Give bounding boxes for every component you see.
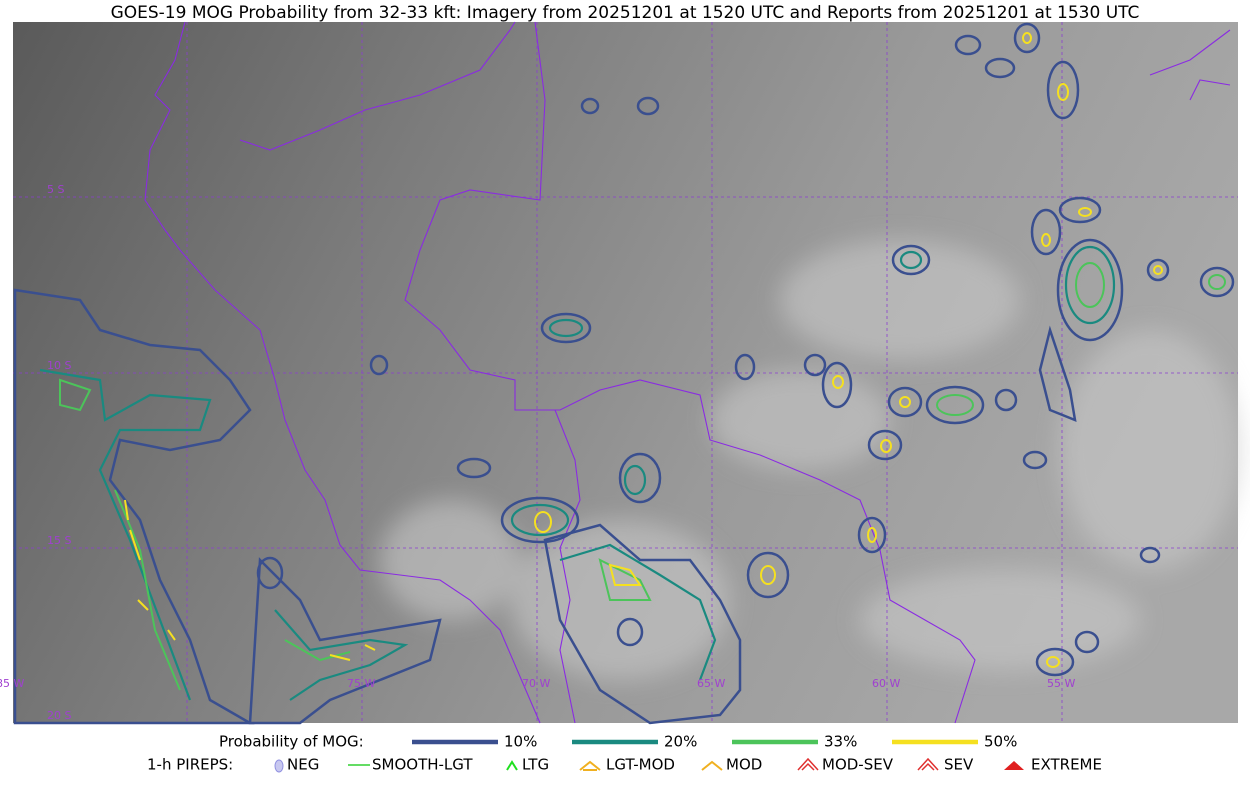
mod-icon [701, 760, 723, 771]
lat-label: 15 S [47, 534, 71, 547]
legend-title: Probability of MOG: [219, 733, 364, 751]
lat-label: 10 S [47, 359, 71, 372]
map-title: GOES-19 MOG Probability from 32-33 kft: … [111, 3, 1140, 23]
lon-label: 75 W [347, 677, 375, 690]
legend-label: MOD-SEV [822, 756, 894, 774]
lon-label: 65 W [697, 677, 725, 690]
lat-label: 20 S [47, 709, 71, 722]
lon-label: 85 W [0, 677, 24, 690]
cloud-texture [380, 240, 1240, 680]
lgt-mod-icon [579, 760, 601, 771]
neg-icon [274, 759, 284, 773]
legend-label: LGT-MOD [606, 756, 675, 774]
lon-label: 55 W [1047, 677, 1075, 690]
legend-label: NEG [287, 756, 319, 774]
legend-label: 50% [984, 733, 1017, 751]
legend-title: 1-h PIREPS: [147, 756, 233, 774]
map: 5 S 10 S 15 S 20 S 85 W 75 W 70 W 65 W 6… [0, 21, 1240, 725]
mod-sev-icon [797, 757, 819, 771]
legend-label: 33% [824, 733, 857, 751]
legend-label: MOD [726, 756, 762, 774]
graticule-labels: 5 S 10 S 15 S 20 S 85 W 75 W 70 W 65 W 6… [0, 183, 1075, 722]
extreme-icon [1004, 761, 1024, 770]
legend-label: 20% [664, 733, 697, 751]
pirep-legend: 1-h PIREPS: NEG SMOOTH-LGT LTG LGT-MOD M… [147, 756, 1102, 774]
ltg-icon [506, 760, 518, 771]
legend-label: SMOOTH-LGT [372, 756, 473, 774]
legend-label: SEV [944, 756, 974, 774]
legend-label: EXTREME [1031, 756, 1102, 774]
sev-icon [917, 757, 939, 771]
lat-label: 5 S [47, 183, 64, 196]
probability-legend: Probability of MOG: 10% 20% 33% 50% [219, 733, 1017, 751]
mog-contours [13, 22, 1235, 725]
legend-label: 10% [504, 733, 537, 751]
lon-label: 60 W [872, 677, 900, 690]
legend-label: LTG [522, 756, 549, 774]
lon-label: 70 W [522, 677, 550, 690]
borders [144, 21, 1231, 724]
